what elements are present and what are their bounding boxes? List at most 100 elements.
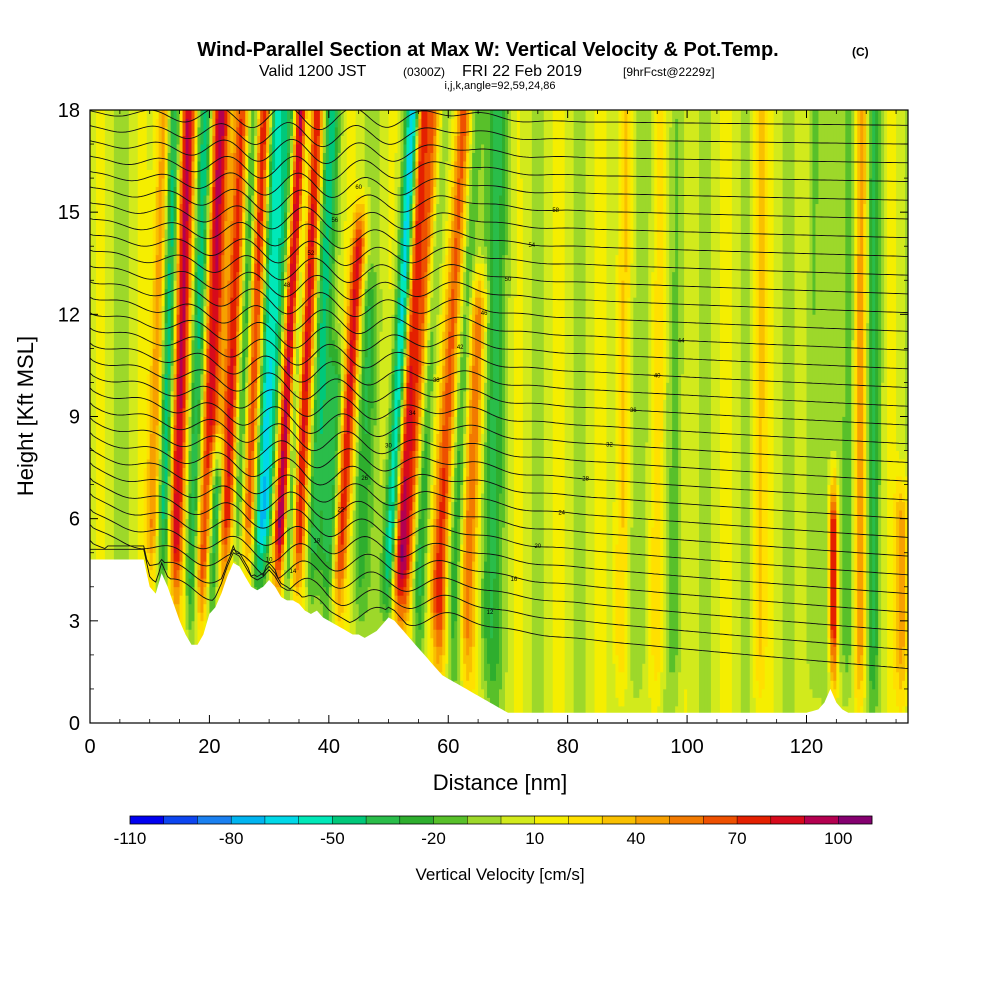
- velocity-cell: [200, 442, 204, 460]
- velocity-cell: [454, 110, 458, 136]
- velocity-cell: [179, 203, 183, 239]
- isentrope-line: [90, 372, 908, 445]
- velocity-cell: [278, 544, 282, 554]
- velocity-cell: [295, 280, 300, 290]
- velocity-cell: [639, 688, 643, 723]
- velocity-cell: [257, 569, 261, 579]
- velocity-cell: [257, 459, 261, 477]
- velocity-cell: [415, 467, 419, 486]
- velocity-cell: [475, 110, 479, 222]
- velocity-cell: [197, 586, 201, 613]
- velocity-cell: [549, 110, 554, 723]
- velocity-cell: [257, 178, 261, 213]
- velocity-cell: [361, 288, 366, 298]
- velocity-cell: [454, 620, 458, 681]
- velocity-cell: [660, 671, 664, 723]
- velocity-cell: [251, 220, 255, 247]
- velocity-cell: [281, 518, 285, 537]
- velocity-cell: [233, 501, 237, 554]
- velocity-cell: [830, 637, 834, 656]
- velocity-cell: [122, 110, 127, 723]
- velocity-cell: [301, 561, 306, 579]
- velocity-cell: [134, 110, 139, 723]
- velocity-cell: [364, 212, 369, 256]
- velocity-cell: [334, 178, 339, 247]
- velocity-cell: [236, 535, 240, 579]
- velocity-cell: [107, 110, 112, 723]
- velocity-cell: [155, 535, 160, 579]
- velocity-cell: [293, 169, 297, 188]
- velocity-cell: [230, 544, 234, 579]
- velocity-cell: [287, 110, 291, 153]
- velocity-cell: [863, 110, 867, 205]
- velocity-cell: [215, 365, 219, 409]
- velocity-cell: [185, 339, 189, 375]
- velocity-cell: [436, 127, 440, 153]
- velocity-cell: [415, 220, 419, 383]
- velocity-cell: [304, 263, 309, 281]
- velocity-cell: [496, 663, 500, 715]
- velocity-cell: [263, 297, 267, 315]
- velocity-cell: [146, 169, 151, 375]
- velocity-cell: [278, 399, 282, 409]
- velocity-cell: [167, 152, 172, 179]
- velocity-cell: [173, 586, 177, 605]
- velocity-cell: [340, 135, 345, 392]
- velocity-cell: [463, 493, 467, 520]
- velocity-cell: [394, 390, 398, 451]
- velocity-cell: [310, 425, 315, 451]
- isentrope-label: 30: [385, 444, 392, 450]
- velocity-cell: [278, 348, 282, 366]
- velocity-cell: [197, 433, 201, 460]
- velocity-cell: [254, 237, 258, 264]
- velocity-cell: [298, 203, 303, 222]
- velocity-cell: [893, 688, 897, 723]
- velocity-cell: [379, 110, 383, 290]
- velocity-cell: [322, 169, 327, 205]
- velocity-cell: [430, 152, 434, 196]
- velocity-cell: [295, 484, 300, 503]
- velocity-cell: [161, 518, 166, 545]
- velocity-cell: [361, 195, 366, 205]
- velocity-cell: [224, 110, 228, 136]
- velocity-cell: [290, 382, 294, 392]
- velocity-cell: [648, 697, 652, 723]
- velocity-cell: [618, 246, 622, 673]
- velocity-cell: [352, 203, 357, 213]
- velocity-cell: [436, 612, 440, 630]
- velocity-cell: [161, 433, 166, 486]
- velocity-cell: [361, 271, 366, 290]
- velocity-cell: [266, 569, 270, 588]
- velocity-cell: [149, 527, 154, 554]
- velocity-cell: [278, 467, 282, 486]
- velocity-cell: [439, 467, 443, 503]
- velocity-cell: [263, 544, 267, 554]
- velocity-cell: [349, 339, 354, 392]
- velocity-cell: [248, 322, 252, 349]
- velocity-cell: [266, 288, 270, 324]
- velocity-cell: [343, 220, 348, 298]
- velocity-cell: [361, 365, 366, 579]
- velocity-cell: [298, 390, 303, 409]
- velocity-cell: [170, 484, 174, 511]
- velocity-cell: [448, 416, 452, 451]
- colorbar-tick-label: 10: [525, 829, 544, 848]
- velocity-cell: [325, 127, 330, 162]
- velocity-cell: [445, 220, 449, 256]
- velocity-cell: [260, 407, 264, 426]
- velocity-cell: [313, 569, 318, 596]
- velocity-cell: [355, 110, 360, 179]
- x-tick-label: 80: [557, 736, 579, 758]
- velocity-cell: [681, 110, 685, 375]
- velocity-cell: [284, 442, 288, 468]
- velocity-cell: [397, 544, 401, 588]
- velocity-cell: [203, 331, 207, 349]
- velocity-cell: [704, 110, 709, 723]
- velocity-cell: [173, 280, 177, 307]
- velocity-cell: [633, 297, 637, 698]
- velocity-cell: [254, 220, 258, 239]
- velocity-cell: [460, 518, 464, 545]
- velocity-cell: [349, 314, 354, 341]
- velocity-cell: [352, 229, 357, 239]
